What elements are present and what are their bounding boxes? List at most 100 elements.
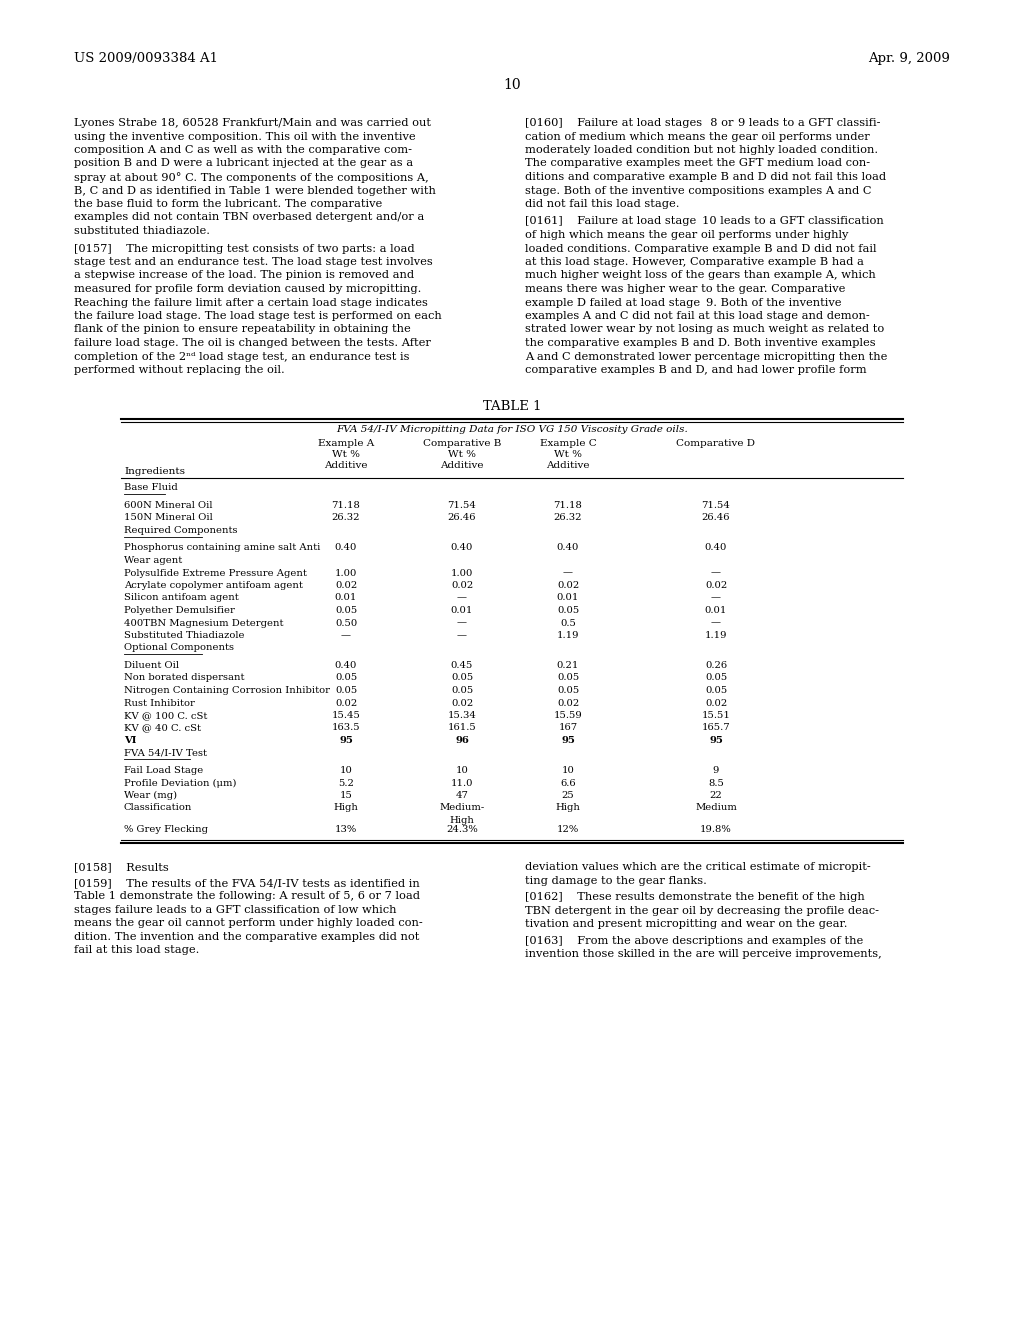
Text: 0.05: 0.05	[705, 686, 727, 696]
Text: 5.2: 5.2	[338, 779, 354, 788]
Text: High: High	[334, 804, 358, 813]
Text: stages failure leads to a GFT classification of low which: stages failure leads to a GFT classifica…	[74, 904, 396, 915]
Text: Required Components: Required Components	[124, 525, 238, 535]
Text: 10: 10	[456, 766, 468, 775]
Text: 0.02: 0.02	[451, 581, 473, 590]
Text: [0157]    The micropitting test consists of two parts: a load: [0157] The micropitting test consists of…	[74, 243, 415, 253]
Text: stage test and an endurance test. The load stage test involves: stage test and an endurance test. The lo…	[74, 257, 432, 267]
Text: —: —	[711, 619, 721, 627]
Text: 0.21: 0.21	[557, 661, 580, 671]
Text: 13%: 13%	[335, 825, 357, 834]
Text: Base Fluid: Base Fluid	[124, 483, 178, 492]
Text: 0.02: 0.02	[451, 698, 473, 708]
Text: Comparative B
Wt %
Additive: Comparative B Wt % Additive	[423, 438, 501, 470]
Text: KV @ 40 C. cSt: KV @ 40 C. cSt	[124, 723, 201, 733]
Text: Polysulfide Extreme Pressure Agent: Polysulfide Extreme Pressure Agent	[124, 569, 307, 578]
Text: KV @ 100 C. cSt: KV @ 100 C. cSt	[124, 711, 208, 719]
Text: High: High	[450, 816, 474, 825]
Text: failure load stage. The oil is changed between the tests. After: failure load stage. The oil is changed b…	[74, 338, 431, 348]
Text: invention those skilled in the are will perceive improvements,: invention those skilled in the are will …	[525, 949, 882, 960]
Text: 12%: 12%	[557, 825, 580, 834]
Text: —: —	[711, 569, 721, 578]
Text: example D failed at load stage  9. Both of the inventive: example D failed at load stage 9. Both o…	[525, 297, 842, 308]
Text: Example A
Wt %
Additive: Example A Wt % Additive	[317, 438, 374, 470]
Text: 0.5: 0.5	[560, 619, 575, 627]
Text: 0.05: 0.05	[335, 606, 357, 615]
Text: much higher weight loss of the gears than example A, which: much higher weight loss of the gears tha…	[525, 271, 877, 281]
Text: tivation and present micropitting and wear on the gear.: tivation and present micropitting and we…	[525, 919, 848, 929]
Text: TABLE 1: TABLE 1	[482, 400, 542, 413]
Text: [0158]    Results: [0158] Results	[74, 862, 169, 873]
Text: 1.00: 1.00	[451, 569, 473, 578]
Text: composition A and C as well as with the comparative com-: composition A and C as well as with the …	[74, 145, 412, 154]
Text: 165.7: 165.7	[701, 723, 730, 733]
Text: 47: 47	[456, 791, 468, 800]
Text: 15.34: 15.34	[447, 711, 476, 719]
Text: Wear (mg): Wear (mg)	[124, 791, 177, 800]
Text: 0.02: 0.02	[335, 581, 357, 590]
Text: 0.45: 0.45	[451, 661, 473, 671]
Text: 10: 10	[561, 766, 574, 775]
Text: Nitrogen Containing Corrosion Inhibitor: Nitrogen Containing Corrosion Inhibitor	[124, 686, 330, 696]
Text: 95: 95	[709, 737, 723, 744]
Text: 0.40: 0.40	[335, 544, 357, 553]
Text: 0.26: 0.26	[705, 661, 727, 671]
Text: Apr. 9, 2009: Apr. 9, 2009	[868, 51, 950, 65]
Text: 600N Mineral Oil: 600N Mineral Oil	[124, 502, 213, 510]
Text: [0160]    Failure at load stages   8 or  9 leads to a GFT classifi-: [0160] Failure at load stages 8 or 9 lea…	[525, 117, 881, 128]
Text: 24.3%: 24.3%	[446, 825, 478, 834]
Text: 167: 167	[558, 723, 578, 733]
Text: 71.54: 71.54	[447, 502, 476, 510]
Text: 71.18: 71.18	[554, 502, 583, 510]
Text: position B and D were a lubricant injected at the gear as a: position B and D were a lubricant inject…	[74, 158, 413, 169]
Text: 8.5: 8.5	[708, 779, 724, 788]
Text: Silicon antifoam agent: Silicon antifoam agent	[124, 594, 239, 602]
Text: Example C
Wt %
Additive: Example C Wt % Additive	[540, 438, 596, 470]
Text: of high which means the gear oil performs under highly: of high which means the gear oil perform…	[525, 230, 849, 240]
Text: —: —	[457, 594, 467, 602]
Text: —: —	[457, 619, 467, 627]
Text: stage. Both of the inventive compositions examples A and C: stage. Both of the inventive composition…	[525, 186, 871, 195]
Text: 0.05: 0.05	[335, 673, 357, 682]
Text: FVA 54/I-IV Test: FVA 54/I-IV Test	[124, 748, 207, 758]
Text: 9: 9	[713, 766, 719, 775]
Text: Non borated dispersant: Non borated dispersant	[124, 673, 245, 682]
Text: examples did not contain TBN overbased detergent and/or a: examples did not contain TBN overbased d…	[74, 213, 424, 223]
Text: 0.05: 0.05	[335, 686, 357, 696]
Text: VI: VI	[124, 737, 136, 744]
Text: 10: 10	[340, 766, 352, 775]
Text: [0161]    Failure at load stage  10 leads to a GFT classification: [0161] Failure at load stage 10 leads to…	[525, 216, 884, 227]
Text: Diluent Oil: Diluent Oil	[124, 661, 179, 671]
Text: 0.02: 0.02	[705, 698, 727, 708]
Text: at this load stage. However, Comparative example B had a: at this load stage. However, Comparative…	[525, 257, 864, 267]
Text: using the inventive composition. This oil with the inventive: using the inventive composition. This oi…	[74, 132, 416, 141]
Text: 96: 96	[455, 737, 469, 744]
Text: 1.00: 1.00	[335, 569, 357, 578]
Text: 0.40: 0.40	[557, 544, 580, 553]
Text: 163.5: 163.5	[332, 723, 360, 733]
Text: Acrylate copolymer antifoam agent: Acrylate copolymer antifoam agent	[124, 581, 303, 590]
Text: 71.18: 71.18	[332, 502, 360, 510]
Text: 15: 15	[340, 791, 352, 800]
Text: 0.05: 0.05	[557, 673, 580, 682]
Text: Comparative D: Comparative D	[677, 438, 756, 447]
Text: 11.0: 11.0	[451, 779, 473, 788]
Text: 10: 10	[503, 78, 521, 92]
Text: moderately loaded condition but not highly loaded condition.: moderately loaded condition but not high…	[525, 145, 879, 154]
Text: [0162]    These results demonstrate the benefit of the high: [0162] These results demonstrate the ben…	[525, 892, 865, 903]
Text: 15.59: 15.59	[554, 711, 583, 719]
Text: 95: 95	[561, 737, 574, 744]
Text: 95: 95	[339, 737, 353, 744]
Text: TBN detergent in the gear oil by decreasing the profile deac-: TBN detergent in the gear oil by decreas…	[525, 906, 880, 916]
Text: —: —	[563, 569, 573, 578]
Text: Optional Components: Optional Components	[124, 644, 234, 652]
Text: means there was higher wear to the gear. Comparative: means there was higher wear to the gear.…	[525, 284, 846, 294]
Text: flank of the pinion to ensure repeatability in obtaining the: flank of the pinion to ensure repeatabil…	[74, 325, 411, 334]
Text: a stepwise increase of the load. The pinion is removed and: a stepwise increase of the load. The pin…	[74, 271, 414, 281]
Text: 0.01: 0.01	[335, 594, 357, 602]
Text: High: High	[556, 804, 581, 813]
Text: B, C and D as identified in Table 1 were blended together with: B, C and D as identified in Table 1 were…	[74, 186, 435, 195]
Text: [0163]    From the above descriptions and examples of the: [0163] From the above descriptions and e…	[525, 936, 863, 945]
Text: —: —	[457, 631, 467, 640]
Text: 26.32: 26.32	[554, 513, 583, 523]
